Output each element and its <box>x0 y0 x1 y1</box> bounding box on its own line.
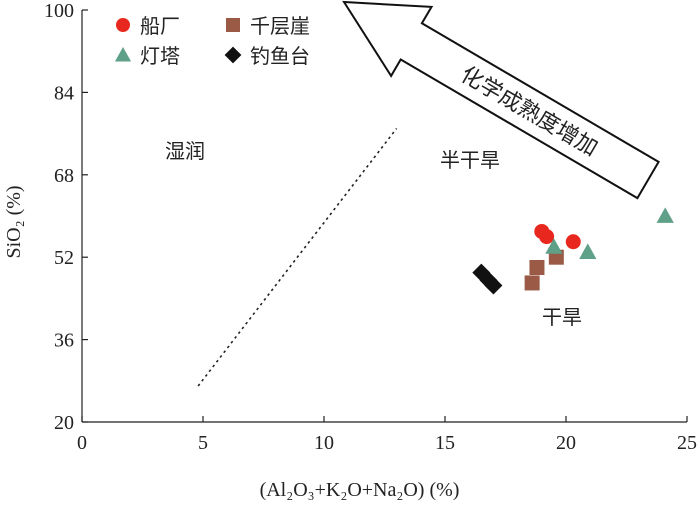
data-marks <box>472 207 674 295</box>
data-point-triangle <box>656 207 674 223</box>
divider-line-group <box>197 127 398 387</box>
maturity-arrow-group: 化学成熟度增加 <box>342 0 660 200</box>
arrow-shape <box>342 0 660 200</box>
x-tick-label: 5 <box>198 432 208 454</box>
legend-marker-square <box>226 18 240 32</box>
divider-line <box>197 127 398 387</box>
arrow-label: 化学成熟度增加 <box>456 62 602 161</box>
data-point-circle <box>539 229 555 245</box>
x-axis-label: (Al₂O₃+K₂O+Na₂O) (%) <box>260 479 460 501</box>
data-point-triangle <box>545 238 563 254</box>
semi-arid-label: 半干旱 <box>440 148 500 172</box>
legend-label: 灯塔 <box>140 44 180 68</box>
y-tick-label: 100 <box>44 0 74 22</box>
legend-label: 船厂 <box>140 14 180 38</box>
data-point-triangle <box>579 243 597 259</box>
x-tick-label: 10 <box>314 432 334 454</box>
y-tick-label: 36 <box>54 330 74 352</box>
data-point-square <box>524 275 540 291</box>
y-tick-label: 84 <box>54 82 74 104</box>
y-axis-label: SiO₂ (%) <box>3 185 25 258</box>
legend-label: 千层崖 <box>250 14 310 38</box>
data-point-diamond <box>484 276 503 295</box>
y-tick-label: 52 <box>54 247 74 269</box>
x-tick-label: 0 <box>77 432 87 454</box>
humid-label: 湿润 <box>165 139 205 163</box>
axes: 0 5 10 15 20 25 20 36 52 68 84 100 (Al₂O₃+K₂O+Na₂O) … <box>3 0 697 501</box>
y-tick-label: 68 <box>54 165 74 187</box>
y-tick-label: 20 <box>54 412 74 434</box>
legend-marker-circle <box>116 18 130 32</box>
x-tick-label: 15 <box>435 432 455 454</box>
x-tick-label: 25 <box>677 432 697 454</box>
legend-label: 钓鱼台 <box>250 44 310 68</box>
arid-label: 干旱 <box>542 305 582 329</box>
legend-marker-triangle <box>114 46 132 62</box>
data-point-square <box>529 260 545 275</box>
data-point-circle <box>565 234 581 250</box>
legend-marker-diamond <box>224 46 242 64</box>
x-tick-label: 20 <box>556 432 576 454</box>
